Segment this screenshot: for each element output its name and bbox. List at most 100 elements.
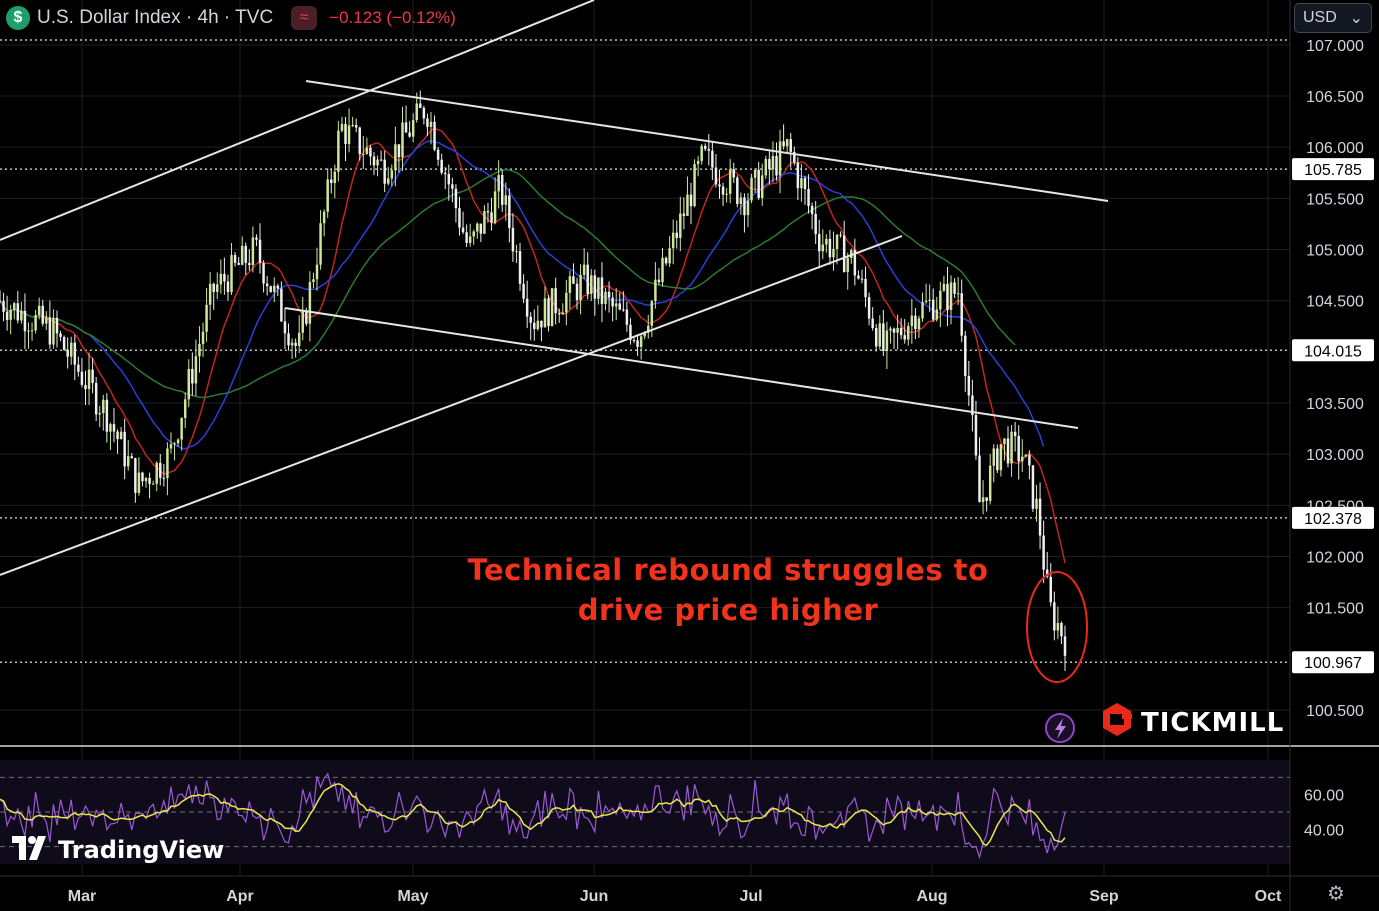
candle-body <box>23 310 27 332</box>
candle-body <box>704 145 707 149</box>
candle-body <box>543 298 547 328</box>
candle-body <box>479 223 483 234</box>
candle-body <box>718 184 721 187</box>
candle-body <box>853 250 857 276</box>
candle-body <box>732 169 735 178</box>
candle-body <box>337 130 340 172</box>
candle-body <box>953 282 956 294</box>
candle-body <box>803 178 807 189</box>
candle-body <box>212 283 215 292</box>
candle-body <box>319 223 322 265</box>
candle-body <box>255 237 258 240</box>
candle-body <box>191 368 194 384</box>
candle-body <box>426 118 429 127</box>
candle-body <box>297 332 301 346</box>
candle-body <box>864 278 867 298</box>
candle-body <box>109 424 112 432</box>
candle-body <box>102 399 105 414</box>
level-badge <box>1292 651 1374 674</box>
candle-body <box>682 213 686 216</box>
candle-body <box>354 125 358 128</box>
candle-body <box>248 262 251 266</box>
candle-body <box>924 300 928 303</box>
candle-body <box>1060 622 1063 637</box>
candle-body <box>622 309 625 311</box>
candle-body <box>643 332 646 337</box>
candle-body <box>821 244 825 252</box>
candle-body <box>899 327 903 336</box>
candle-body <box>757 169 760 198</box>
wave-icon[interactable]: ≈ <box>291 6 318 30</box>
level-badge <box>1292 158 1374 181</box>
candle-body <box>322 211 326 224</box>
y-tick-label: 104.500 <box>1306 294 1364 311</box>
candle-body <box>372 156 376 166</box>
candle-body <box>440 159 443 173</box>
candle-body <box>265 283 269 287</box>
candle-body <box>194 356 198 384</box>
candle-body <box>671 232 675 249</box>
candle-body <box>251 237 255 266</box>
symbol-title[interactable]: U.S. Dollar Index · 4h · TVC <box>37 7 274 28</box>
x-tick-label: Apr <box>226 888 254 905</box>
candle-body <box>839 234 842 236</box>
candle-body <box>16 303 20 321</box>
candle-body <box>198 343 201 357</box>
candle-body <box>73 342 77 365</box>
x-tick-label: Oct <box>1255 888 1282 905</box>
candle-body <box>721 186 725 195</box>
candle-body <box>312 279 315 283</box>
settings-icon[interactable]: ⚙ <box>1327 882 1345 905</box>
candle-body <box>515 251 518 253</box>
candle-body <box>664 257 668 264</box>
rsi-line <box>0 772 1066 860</box>
candle-body <box>87 369 91 390</box>
candle-body <box>579 274 582 301</box>
candle-body <box>1013 431 1017 437</box>
tickmill-wordmark: TICKMILL <box>1141 708 1284 738</box>
candle-body <box>597 277 600 299</box>
candle-body <box>903 335 906 340</box>
candle-body <box>996 448 999 471</box>
candle-body <box>693 164 696 207</box>
candle-body <box>91 369 94 384</box>
candle-body <box>632 340 636 342</box>
candle-body <box>159 462 162 478</box>
candle-body <box>1042 535 1045 570</box>
candle-body <box>874 327 878 347</box>
candle-body <box>112 424 116 432</box>
candle-body <box>458 208 461 228</box>
candle-body <box>1006 438 1010 464</box>
lightning-icon[interactable] <box>1045 713 1075 743</box>
candle-body <box>98 413 101 415</box>
candle-body <box>20 310 23 321</box>
candle-body <box>835 234 839 249</box>
candle-body <box>144 477 148 482</box>
rsi-tick-label: 40.00 <box>1304 822 1344 839</box>
candle-body <box>436 149 440 160</box>
candle-body <box>629 324 632 341</box>
upper-channel-line <box>0 0 595 241</box>
candle-body <box>276 285 280 289</box>
candle-body <box>910 315 914 327</box>
candle-body <box>618 303 622 310</box>
candle-body <box>411 120 415 137</box>
candle-body <box>557 313 561 315</box>
candle-body <box>650 301 654 326</box>
candle-body <box>728 169 732 194</box>
candle-body <box>782 141 785 147</box>
candle-body <box>885 330 889 351</box>
candle-body <box>974 415 978 456</box>
candle-body <box>568 276 572 293</box>
candle-body <box>148 477 151 484</box>
candle-body <box>921 302 924 319</box>
candle-body <box>817 234 821 252</box>
candle-body <box>828 238 832 258</box>
candle-body <box>119 431 123 440</box>
candle-body <box>604 291 607 304</box>
candle-body <box>155 462 158 484</box>
currency-select[interactable]: USD ⌄ <box>1294 3 1372 33</box>
candle-body <box>647 325 650 333</box>
lower-descending-line <box>284 307 1079 429</box>
